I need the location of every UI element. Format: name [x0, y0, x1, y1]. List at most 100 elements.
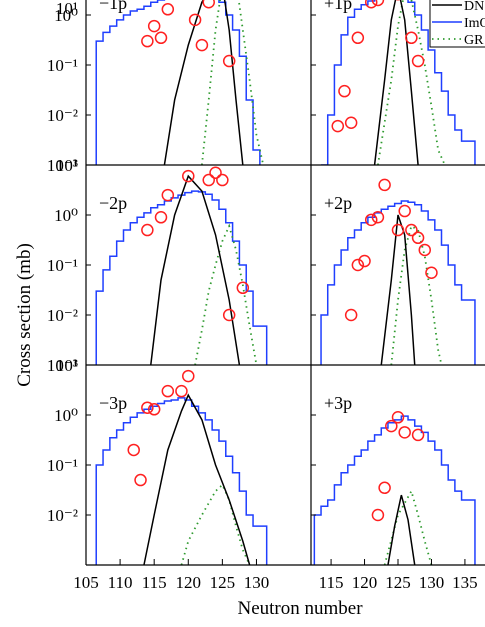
- panel-plot-0: [95, 0, 265, 165]
- data-point: [188, 13, 202, 27]
- dn-curve: [150, 174, 241, 365]
- imq-histogram: [95, 0, 261, 165]
- imq-histogram: [313, 415, 476, 565]
- panel-2: −2p: [95, 166, 268, 365]
- data-point: [364, 213, 378, 227]
- data-point: [351, 31, 365, 45]
- gr-curve: [390, 224, 443, 365]
- panel-4: −3p: [95, 369, 268, 565]
- imq-histogram: [320, 200, 476, 365]
- data-point: [216, 173, 229, 187]
- data-point: [147, 19, 161, 33]
- data-point: [222, 54, 236, 68]
- data-point: [175, 384, 188, 398]
- data-point: [411, 54, 425, 68]
- gr-curve: [383, 488, 433, 565]
- x-tick-label: 120: [176, 573, 202, 592]
- data-point: [411, 428, 425, 442]
- y-tick-label: 10¹: [56, 356, 78, 375]
- x-tick-label: 115: [142, 573, 167, 592]
- panels-layer: −1p +1p −2p +2p −3p +3p: [95, 0, 476, 565]
- y-tick-label: 10⁻¹: [47, 456, 78, 475]
- imq-histogram: [95, 190, 268, 365]
- data-point: [338, 84, 351, 98]
- data-point: [202, 173, 215, 187]
- data-point: [141, 401, 154, 414]
- y-tick-label: 10⁻¹: [47, 56, 78, 75]
- legend-label-dn: DN: [464, 0, 484, 14]
- y-tick-label: 10⁰: [54, 406, 78, 425]
- data-point: [398, 204, 411, 218]
- x-tick-label: 115: [319, 573, 344, 592]
- legend: DN ImQ GR: [429, 0, 485, 48]
- data-point: [364, 0, 378, 9]
- panel-label: −1p: [99, 0, 127, 13]
- y-tick-label: 10⁰: [54, 6, 78, 25]
- legend-label-gr: GR: [464, 33, 484, 48]
- gr-curve: [194, 223, 258, 365]
- legend-box: [429, 0, 485, 48]
- data-point: [425, 266, 438, 279]
- imq-histogram: [321, 0, 476, 165]
- data-point: [418, 243, 432, 257]
- y-tick-label: 10⁻²: [47, 506, 78, 525]
- dn-curve: [387, 494, 416, 565]
- data-point: [154, 211, 168, 224]
- y-tick-label: 10⁰: [54, 206, 78, 225]
- panel-label: −2p: [99, 193, 127, 213]
- data-point: [161, 384, 175, 398]
- y-tick-label: 10¹: [56, 156, 78, 175]
- data-point: [391, 223, 405, 237]
- dn-curve: [373, 0, 419, 165]
- y-tick-label: 10⁻¹: [47, 256, 78, 275]
- y-tick-label: 10⁻³: [47, 156, 78, 175]
- x-tick-label: 130: [244, 573, 270, 592]
- x-tick-label: 130: [419, 573, 445, 592]
- x-tick-label: 125: [385, 573, 411, 592]
- x-tick-label: 110: [108, 573, 133, 592]
- dn-curve: [143, 393, 251, 565]
- data-point: [378, 481, 391, 495]
- panel-plot-3: [320, 178, 476, 365]
- data-point: [371, 0, 385, 7]
- x-axis-title: Neutron number: [237, 598, 363, 619]
- panel-label: +3p: [324, 393, 352, 413]
- data-point: [147, 403, 161, 416]
- dn-curve: [380, 214, 416, 365]
- data-point: [154, 31, 168, 45]
- axes-layer: 10¹10⁰10⁻¹10⁻²10⁻³10¹10⁰10⁻¹10⁻²10⁻³10¹1…: [47, 0, 485, 592]
- legend-label-imq: ImQ: [464, 16, 485, 31]
- data-point: [127, 443, 140, 457]
- gr-curve: [201, 0, 265, 165]
- x-tick-label: 120: [352, 573, 378, 592]
- imq-histogram: [95, 397, 268, 565]
- data-point: [209, 166, 222, 179]
- panel-label: +1p: [324, 0, 352, 13]
- panel-label: +2p: [324, 193, 352, 213]
- y-tick-label: 10⁻³: [47, 356, 78, 375]
- data-point: [405, 31, 418, 45]
- y-tick-label: 10⁻²: [47, 106, 78, 125]
- data-point: [344, 116, 358, 129]
- gr-curve: [180, 483, 251, 565]
- panel-5: +3p: [313, 393, 476, 565]
- panel-label: −3p: [99, 393, 127, 413]
- x-tick-label: 105: [73, 573, 99, 592]
- data-point: [202, 0, 215, 9]
- data-point: [378, 178, 391, 192]
- data-point: [385, 419, 398, 433]
- data-point: [371, 211, 385, 224]
- panel-plot-2: [95, 166, 268, 365]
- data-point: [195, 38, 209, 52]
- panel-1: +1p: [321, 0, 476, 165]
- data-point: [134, 473, 147, 487]
- data-point: [411, 231, 425, 245]
- data-point: [344, 308, 358, 322]
- data-point: [351, 258, 365, 272]
- dn-curve: [163, 0, 244, 165]
- panel-plot-1: [321, 0, 476, 165]
- data-point: [391, 411, 405, 424]
- panel-plot-4: [95, 369, 268, 565]
- panel-3: +2p: [320, 178, 476, 365]
